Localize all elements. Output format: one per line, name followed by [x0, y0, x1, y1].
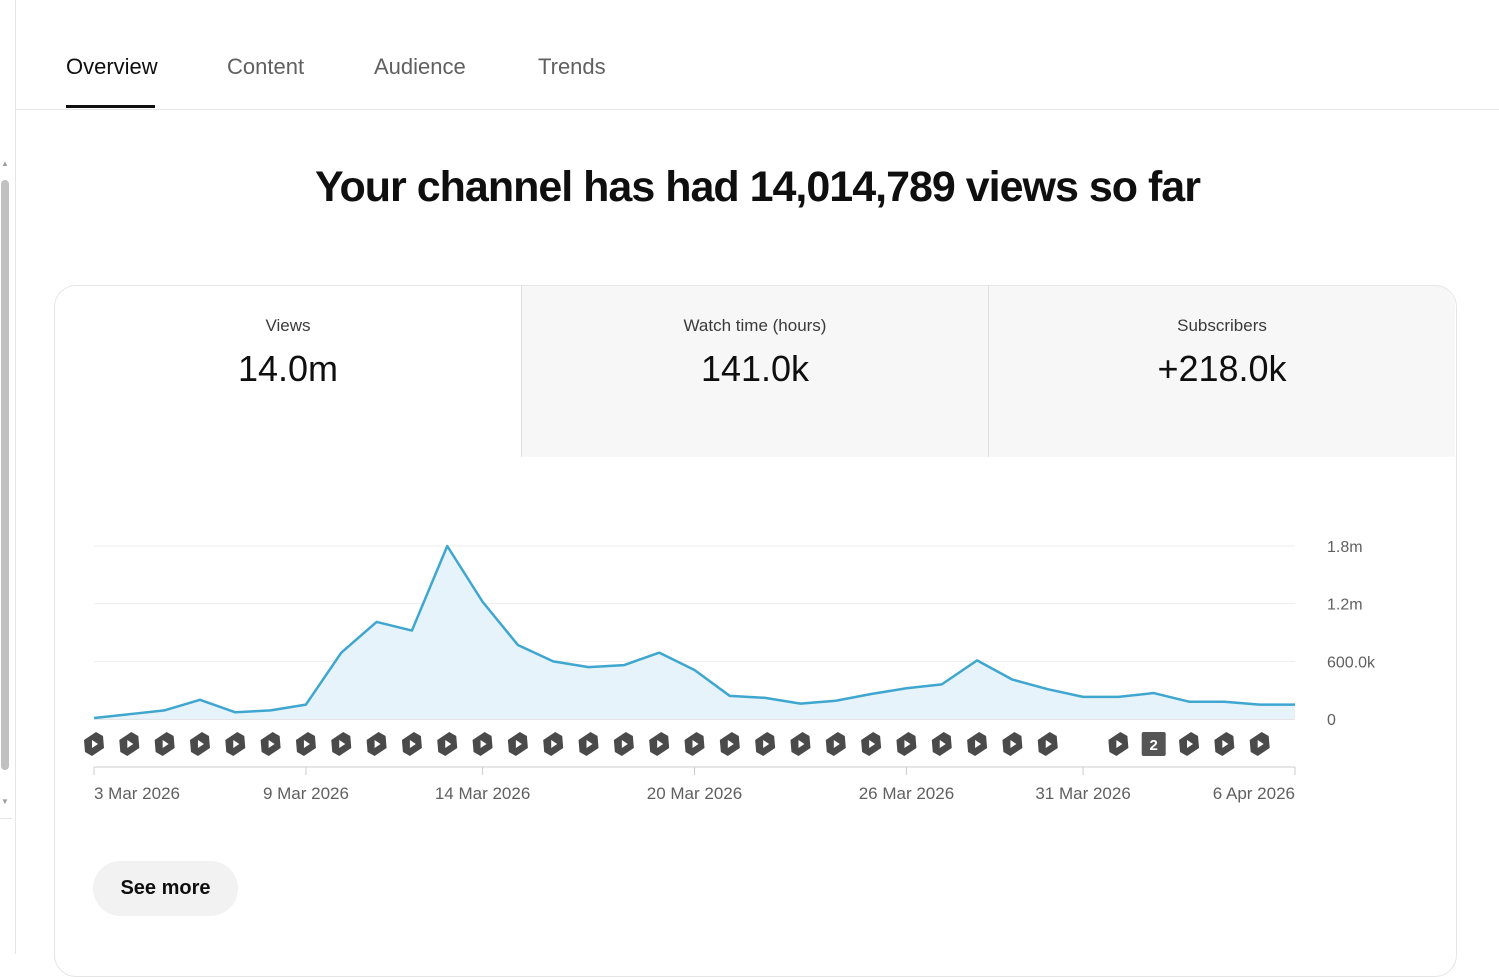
- shorts-play-glyph: [162, 740, 169, 748]
- shorts-play-glyph: [480, 740, 487, 748]
- metric-tab-views[interactable]: Views 14.0m: [55, 286, 521, 457]
- scroll-down-arrow-icon[interactable]: ▼: [1, 797, 9, 806]
- shorts-play-glyph: [1187, 740, 1194, 748]
- views-area-chart[interactable]: 0 600.0k 1.2m 1.8m 2 3 Mar 2026 9 Mar 2026 14 M…: [55, 286, 1456, 846]
- x-tick-label: 6 Apr 2026: [1213, 784, 1295, 803]
- count-badge[interactable]: [1141, 732, 1166, 756]
- shorts-play-glyph: [551, 740, 558, 748]
- shorts-play-glyph: [303, 740, 310, 748]
- shorts-play-glyph: [1222, 740, 1229, 748]
- tab-trends[interactable]: Trends: [538, 54, 606, 79]
- shorts-play-glyph: [586, 740, 593, 748]
- shorts-play-glyph: [798, 740, 805, 748]
- shorts-play-glyph: [445, 740, 452, 748]
- shorts-play-glyph: [1045, 740, 1052, 748]
- y-tick-label: 600.0k: [1327, 654, 1376, 671]
- shorts-play-glyph: [233, 740, 240, 748]
- shorts-play-glyph: [904, 740, 911, 748]
- metric-value: +218.0k: [1157, 348, 1287, 389]
- metric-divider: [521, 286, 522, 457]
- see-more-button[interactable]: See more: [93, 861, 238, 916]
- shorts-play-glyph: [1116, 740, 1123, 748]
- count-badge-label: 2: [1150, 737, 1158, 754]
- y-tick-label: 1.8m: [1327, 539, 1363, 556]
- shorts-play-glyph: [692, 740, 699, 748]
- metric-label: Views: [265, 316, 311, 335]
- metric-label: Watch time (hours): [683, 316, 827, 335]
- metric-value: 141.0k: [700, 348, 810, 389]
- shorts-play-glyph: [515, 740, 522, 748]
- metric-divider: [988, 286, 989, 457]
- metric-value: 14.0m: [237, 348, 339, 389]
- scroll-up-arrow-icon[interactable]: ▲: [1, 159, 9, 168]
- metric-tab-watch-time[interactable]: Watch time (hours) 141.0k: [522, 286, 988, 457]
- shorts-play-glyph: [621, 740, 628, 748]
- shorts-play-glyph: [763, 740, 770, 748]
- shorts-play-glyph: [939, 740, 946, 748]
- shorts-play-glyph: [1257, 740, 1264, 748]
- shorts-play-glyph: [657, 740, 664, 748]
- metric-tab-subscribers[interactable]: Subscribers +218.0k: [989, 286, 1455, 457]
- x-tick-label: 31 Mar 2026: [1035, 784, 1130, 803]
- series-line: [93, 544, 1295, 720]
- area-fill: [94, 546, 1295, 719]
- page-headline: Your channel has had 14,014,789 views so…: [315, 163, 1201, 211]
- metric-label: Subscribers: [1177, 316, 1267, 335]
- shorts-play-glyph: [833, 740, 840, 748]
- tab-overview[interactable]: Overview: [66, 54, 158, 108]
- shorts-play-glyph: [92, 740, 98, 748]
- y-tick-label: 1.2m: [1327, 597, 1363, 614]
- overview-chart-card: Views 14.0m Watch time (hours) 141.0k Su…: [54, 285, 1457, 977]
- shorts-play-glyph: [127, 740, 134, 748]
- tab-content[interactable]: Content: [227, 54, 305, 79]
- shorts-play-glyph: [339, 740, 346, 748]
- tab-audience[interactable]: Audience: [374, 54, 466, 79]
- x-tick-label: 3 Mar 2026: [94, 784, 180, 803]
- shorts-play-glyph: [374, 740, 381, 748]
- x-tick-label: 26 Mar 2026: [859, 784, 954, 803]
- shorts-play-glyph: [1010, 740, 1017, 748]
- shorts-play-glyph: [409, 740, 416, 748]
- scrollbar-thumb[interactable]: [1, 180, 9, 770]
- rail-divider: [0, 818, 12, 819]
- x-tick-label: 14 Mar 2026: [435, 784, 530, 803]
- x-tick-label: 20 Mar 2026: [647, 784, 742, 803]
- shorts-play-glyph: [975, 740, 982, 748]
- shorts-play-glyph: [268, 740, 275, 748]
- shorts-play-glyph: [197, 740, 204, 748]
- x-tick-label: 9 Mar 2026: [263, 784, 349, 803]
- shorts-play-glyph: [727, 740, 734, 748]
- y-tick-label: 0: [1327, 712, 1336, 729]
- analytics-tabs: Overview Content Audience Trends: [16, 0, 1499, 110]
- shorts-play-glyph: [869, 740, 876, 748]
